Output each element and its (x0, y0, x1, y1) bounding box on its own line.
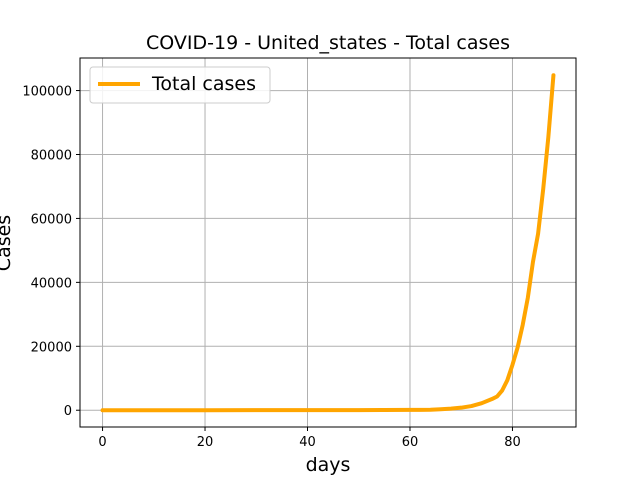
y-tick-label: 60000 (31, 212, 72, 227)
y-tick-label: 40000 (31, 276, 72, 291)
series-line-total-cases (100, 73, 556, 413)
legend-label-total-cases: Total cases (151, 73, 256, 95)
y-tick-label: 100000 (22, 85, 72, 100)
grid-lines (80, 58, 576, 427)
y-axis-label: Cases (0, 215, 15, 271)
x-tick-label: 0 (98, 435, 106, 450)
x-axis-label: days (306, 454, 351, 476)
legend: Total cases (89, 66, 271, 104)
plot-frame (79, 57, 577, 428)
series-layer (100, 73, 556, 413)
x-tick-label: 40 (299, 435, 316, 450)
legend-box (89, 66, 271, 104)
y-tick-label: 80000 (31, 148, 72, 163)
x-tick-label: 60 (402, 435, 419, 450)
chart-title: COVID-19 - United_states - Total cases (146, 32, 510, 54)
x-tick-label: 20 (197, 435, 214, 450)
y-tick-label: 0 (64, 404, 72, 419)
axis-ticks: 0 20 40 60 80 0 20000 40000 60000 80000 100000 (22, 85, 520, 450)
x-tick-label: 80 (504, 435, 521, 450)
y-tick-label: 20000 (31, 340, 72, 355)
